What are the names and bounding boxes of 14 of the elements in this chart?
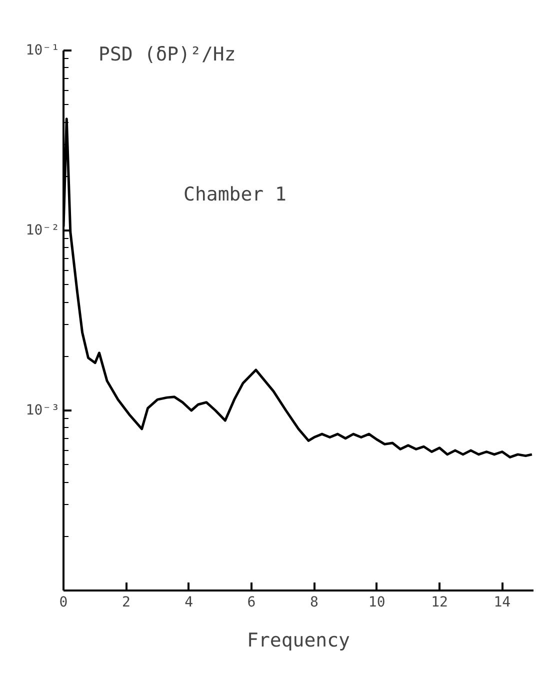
y-tick-label: 10⁻²: [26, 222, 60, 238]
x-tick-label: 10: [368, 594, 386, 610]
x-tick-label: 12: [431, 594, 448, 610]
annotation: Chamber 1: [184, 184, 286, 206]
y-tick-label: 10⁻³: [26, 402, 60, 418]
x-tick-label: 14: [494, 594, 511, 610]
x-tick-label: 6: [247, 594, 256, 610]
y-axis-title: PSD (δP)²/Hz: [98, 44, 236, 66]
x-tick-label: 8: [310, 594, 318, 610]
y-tick-label: 10⁻¹: [26, 42, 60, 58]
x-tick-label: 4: [184, 594, 194, 610]
x-tick-label: 0: [59, 594, 68, 610]
x-axis-title: Frequency: [247, 630, 350, 652]
x-tick-label: 2: [122, 594, 130, 610]
